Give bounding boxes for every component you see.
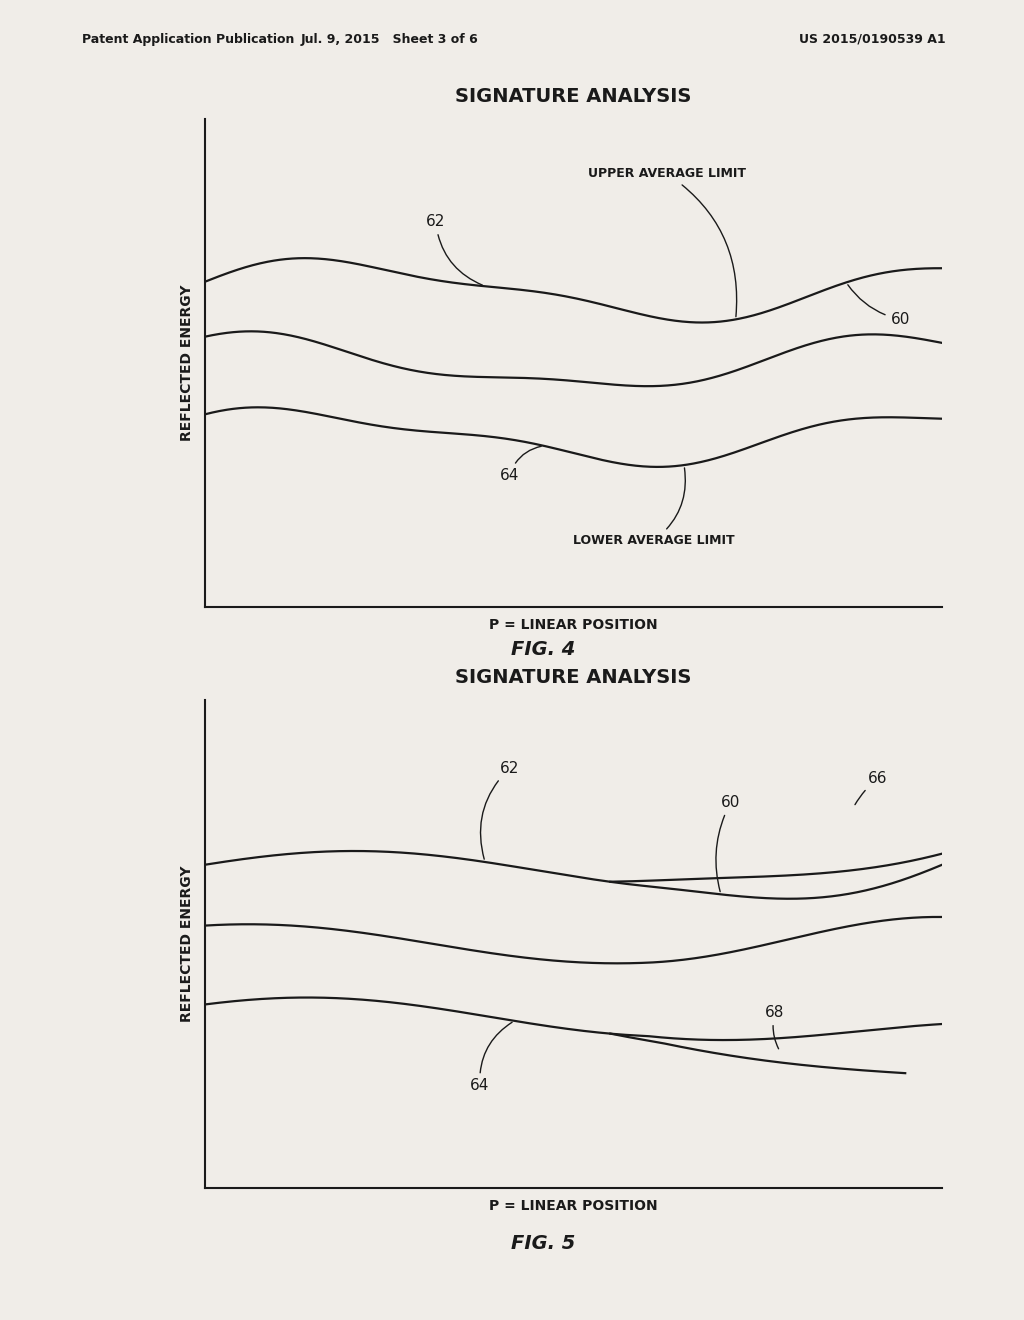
Text: FIG. 5: FIG. 5 <box>511 1234 574 1253</box>
Text: LOWER AVERAGE LIMIT: LOWER AVERAGE LIMIT <box>573 467 735 546</box>
Title: SIGNATURE ANALYSIS: SIGNATURE ANALYSIS <box>456 87 691 106</box>
Text: 60: 60 <box>848 285 910 327</box>
Text: Jul. 9, 2015   Sheet 3 of 6: Jul. 9, 2015 Sheet 3 of 6 <box>300 33 478 46</box>
Text: US 2015/0190539 A1: US 2015/0190539 A1 <box>799 33 945 46</box>
X-axis label: P = LINEAR POSITION: P = LINEAR POSITION <box>489 1199 657 1213</box>
Text: UPPER AVERAGE LIMIT: UPPER AVERAGE LIMIT <box>588 168 746 317</box>
Text: FIG. 4: FIG. 4 <box>511 640 574 659</box>
Y-axis label: REFLECTED ENERGY: REFLECTED ENERGY <box>179 866 194 1022</box>
Title: SIGNATURE ANALYSIS: SIGNATURE ANALYSIS <box>456 668 691 686</box>
X-axis label: P = LINEAR POSITION: P = LINEAR POSITION <box>489 618 657 632</box>
Text: 64: 64 <box>500 446 542 483</box>
Text: 62: 62 <box>480 760 519 859</box>
Text: 64: 64 <box>470 1022 512 1093</box>
Text: Patent Application Publication: Patent Application Publication <box>82 33 294 46</box>
Text: 68: 68 <box>765 1005 784 1049</box>
Text: 62: 62 <box>426 214 482 285</box>
Text: 60: 60 <box>716 795 740 892</box>
Text: 66: 66 <box>855 771 888 805</box>
Y-axis label: REFLECTED ENERGY: REFLECTED ENERGY <box>179 285 194 441</box>
